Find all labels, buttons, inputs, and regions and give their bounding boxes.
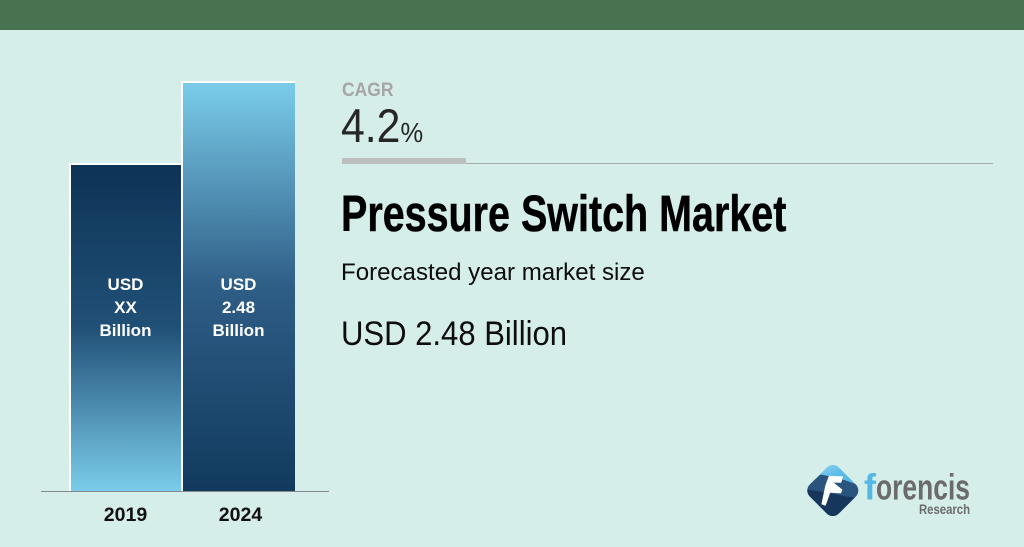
svg-text:forencis: forencis xyxy=(864,467,970,508)
svg-text:Research: Research xyxy=(919,502,970,517)
